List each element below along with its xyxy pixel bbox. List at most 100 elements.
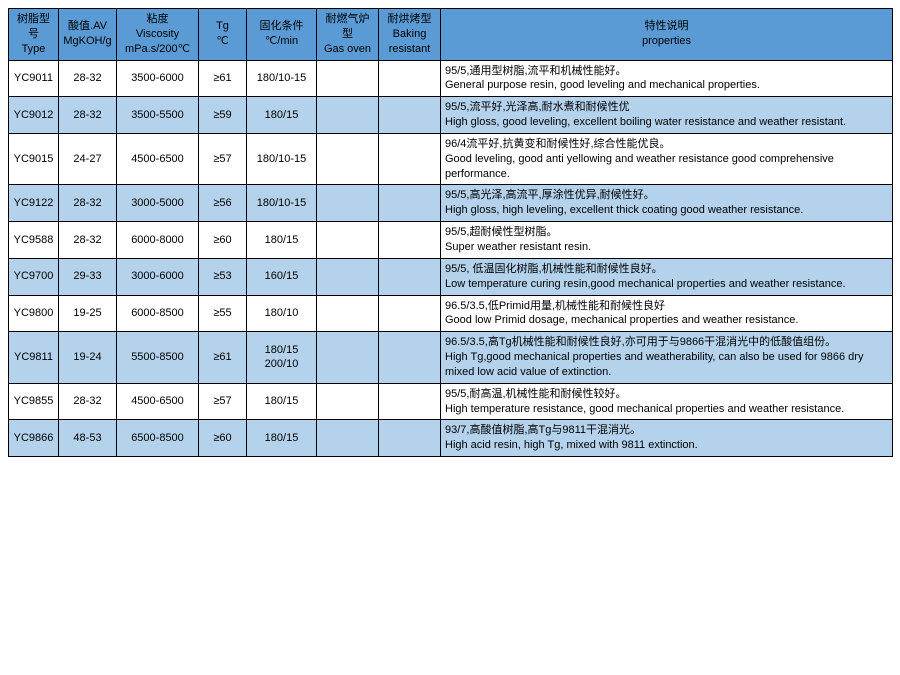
cell-bake [379,133,441,185]
table-row: YC901128-323500-6000≥61180/10-15 95/5,通用型… [9,60,893,97]
cell-bake [379,295,441,332]
col-header-bake: 耐烘烤型Bakingresistant [379,9,441,61]
cell-cure: 180/15 [247,420,317,457]
cell-av: 48-53 [59,420,117,457]
cell-av: 28-32 [59,60,117,97]
cell-visc: 4500-6500 [117,133,199,185]
table-row: YC901524-274500-6500≥57180/10-15 96/4流平好,… [9,133,893,185]
table-row: YC986648-536500-8500≥60180/15 93/7,高酸值树脂,… [9,420,893,457]
cell-tg: ≥57 [199,383,247,420]
cell-bake [379,97,441,134]
cell-type: YC9855 [9,383,59,420]
cell-cure: 180/15 [247,383,317,420]
cell-props: 95/5,高光泽,高流平,厚涂性优异,耐候性好。High gloss, high… [441,185,893,222]
cell-tg: ≥57 [199,133,247,185]
cell-tg: ≥59 [199,97,247,134]
cell-cure: 180/15 [247,222,317,259]
cell-cure: 180/15 [247,97,317,134]
cell-type: YC9012 [9,97,59,134]
col-header-visc: 粘度ViscositymPa.s/200℃ [117,9,199,61]
cell-props: 96.5/3.5,低Primid用量,机械性能和耐候性良好Good low Pr… [441,295,893,332]
cell-gas [317,258,379,295]
cell-bake [379,258,441,295]
cell-av: 28-32 [59,97,117,134]
cell-tg: ≥53 [199,258,247,295]
cell-visc: 4500-6500 [117,383,199,420]
cell-gas [317,332,379,384]
cell-props: 95/5,耐高温,机械性能和耐候性较好。High temperature res… [441,383,893,420]
cell-tg: ≥55 [199,295,247,332]
cell-props: 95/5,流平好,光泽高,耐水煮和耐候性优High gloss, good le… [441,97,893,134]
cell-gas [317,420,379,457]
cell-tg: ≥61 [199,332,247,384]
cell-cure: 180/10-15 [247,60,317,97]
cell-props: 93/7,高酸值树脂,高Tg与9811干混消光。High acid resin,… [441,420,893,457]
cell-bake [379,383,441,420]
cell-gas [317,383,379,420]
cell-bake [379,332,441,384]
cell-tg: ≥60 [199,222,247,259]
table-row: YC970029-333000-6000≥53160/15 95/5, 低温固化树… [9,258,893,295]
cell-gas [317,222,379,259]
cell-bake [379,222,441,259]
cell-av: 19-24 [59,332,117,384]
cell-props: 95/5, 低温固化树脂,机械性能和耐候性良好。Low temperature … [441,258,893,295]
cell-gas [317,185,379,222]
table-row: YC958828-326000-8000≥60180/15 95/5,超耐候性型树… [9,222,893,259]
cell-props: 96/4流平好,抗黄变和耐候性好,综合性能优良。Good leveling, g… [441,133,893,185]
cell-visc: 5500-8500 [117,332,199,384]
cell-props: 95/5,超耐候性型树脂。Super weather resistant res… [441,222,893,259]
cell-cure: 180/10 [247,295,317,332]
table-row: YC980019-256000-8500≥55180/10 96.5/3.5,低P… [9,295,893,332]
cell-av: 28-32 [59,383,117,420]
cell-av: 29-33 [59,258,117,295]
cell-gas [317,295,379,332]
cell-type: YC9866 [9,420,59,457]
cell-type: YC9122 [9,185,59,222]
col-header-props: 特性说明properties [441,9,893,61]
cell-cure: 160/15 [247,258,317,295]
cell-visc: 3000-5000 [117,185,199,222]
col-header-tg: Tg℃ [199,9,247,61]
table-body: YC901128-323500-6000≥61180/10-1595/5,通用型… [9,60,893,457]
cell-type: YC9015 [9,133,59,185]
cell-bake [379,185,441,222]
col-header-cure: 固化条件℃/min [247,9,317,61]
cell-gas [317,97,379,134]
cell-visc: 3500-5500 [117,97,199,134]
cell-av: 28-32 [59,185,117,222]
table-header: 树脂型号Type酸值.AVMgKOH/g粘度ViscositymPa.s/200… [9,9,893,61]
cell-visc: 6500-8500 [117,420,199,457]
table-row: YC901228-323500-5500≥59180/15 95/5,流平好,光泽… [9,97,893,134]
col-header-type: 树脂型号Type [9,9,59,61]
cell-type: YC9700 [9,258,59,295]
cell-tg: ≥56 [199,185,247,222]
cell-cure: 180/10-15 [247,185,317,222]
cell-gas [317,133,379,185]
cell-av: 28-32 [59,222,117,259]
cell-visc: 6000-8000 [117,222,199,259]
cell-cure: 180/15200/10 [247,332,317,384]
cell-visc: 3500-6000 [117,60,199,97]
col-header-gas: 耐燃气炉型Gas oven [317,9,379,61]
cell-tg: ≥61 [199,60,247,97]
cell-cure: 180/10-15 [247,133,317,185]
cell-props: 95/5,通用型树脂,流平和机械性能好。General purpose resi… [441,60,893,97]
cell-av: 24-27 [59,133,117,185]
cell-tg: ≥60 [199,420,247,457]
cell-av: 19-25 [59,295,117,332]
cell-type: YC9588 [9,222,59,259]
cell-type: YC9800 [9,295,59,332]
cell-visc: 6000-8500 [117,295,199,332]
cell-gas [317,60,379,97]
cell-visc: 3000-6000 [117,258,199,295]
table-row: YC985528-324500-6500≥57180/15 95/5,耐高温,机械… [9,383,893,420]
cell-props: 96.5/3.5,高Tg机械性能和耐候性良好,亦可用于与9866干混消光中的低酸… [441,332,893,384]
cell-type: YC9011 [9,60,59,97]
cell-type: YC9811 [9,332,59,384]
col-header-av: 酸值.AVMgKOH/g [59,9,117,61]
table-row: YC912228-323000-5000≥56180/10-15 95/5,高光泽… [9,185,893,222]
resin-spec-table: 树脂型号Type酸值.AVMgKOH/g粘度ViscositymPa.s/200… [8,8,893,457]
table-row: YC981119-245500-8500≥61180/15200/10 96.5/… [9,332,893,384]
cell-bake [379,420,441,457]
